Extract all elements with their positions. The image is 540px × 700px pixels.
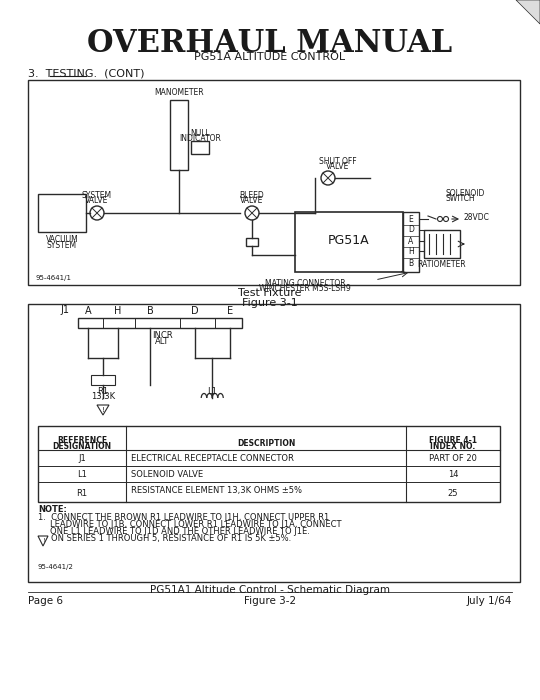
Circle shape (437, 216, 442, 221)
Text: SYSTEM: SYSTEM (47, 241, 77, 250)
Text: J1: J1 (60, 305, 70, 315)
Text: OVERHAUL MANUAL: OVERHAUL MANUAL (87, 28, 453, 59)
Text: WINCHESTER M5S-LSH9: WINCHESTER M5S-LSH9 (259, 284, 351, 293)
Text: MANOMETER: MANOMETER (154, 88, 204, 97)
Text: D: D (191, 306, 199, 316)
Text: H: H (114, 306, 122, 316)
Bar (28, 304, 520, 582)
Text: REFERENCE: REFERENCE (57, 436, 107, 445)
Text: 14: 14 (448, 470, 458, 479)
Text: 95-4641/1: 95-4641/1 (35, 275, 71, 281)
Text: !: ! (102, 407, 104, 413)
Text: H: H (408, 248, 414, 256)
Text: A: A (85, 306, 91, 316)
Circle shape (245, 206, 259, 220)
Text: Figure 3-2: Figure 3-2 (244, 596, 296, 606)
Text: 95-4641/2: 95-4641/2 (38, 564, 74, 570)
Text: J1: J1 (78, 454, 86, 463)
Bar (424, 230, 460, 258)
Text: SWITCH: SWITCH (445, 194, 475, 203)
Polygon shape (516, 0, 540, 24)
Text: VACUUM: VACUUM (45, 235, 78, 244)
Text: Test Fixture: Test Fixture (238, 288, 302, 298)
Text: FIGURE 4-1: FIGURE 4-1 (429, 436, 477, 445)
Text: R1: R1 (77, 489, 87, 498)
Text: !: ! (42, 538, 44, 543)
Circle shape (443, 216, 449, 221)
Text: VALVE: VALVE (240, 196, 264, 205)
Text: VALVE: VALVE (326, 162, 350, 171)
Text: LEADWIRE TO J1B, CONNECT LOWER R1 LEADWIRE TO J1A, CONNECT: LEADWIRE TO J1B, CONNECT LOWER R1 LEADWI… (50, 520, 341, 529)
Circle shape (90, 206, 104, 220)
Text: Page 6: Page 6 (28, 596, 63, 606)
Text: MATING CONNECTOR: MATING CONNECTOR (265, 279, 345, 288)
Bar (78, 318, 242, 328)
Text: PART OF 20: PART OF 20 (429, 454, 477, 463)
Text: PG51A: PG51A (328, 234, 370, 246)
Bar (191, 141, 209, 154)
Text: E: E (409, 214, 414, 223)
Text: INDICATOR: INDICATOR (179, 134, 221, 143)
Text: INCR: INCR (152, 331, 172, 340)
Text: L1: L1 (207, 387, 217, 396)
Text: 3.  TESTING.  (CONT): 3. TESTING. (CONT) (28, 68, 145, 78)
Text: D: D (408, 225, 414, 234)
Circle shape (321, 171, 335, 185)
Text: DESIGNATION: DESIGNATION (52, 442, 112, 451)
Text: NULL: NULL (190, 129, 210, 138)
Text: 25: 25 (448, 489, 458, 498)
Bar (28, 80, 520, 285)
Text: PG51A ALTITUDE CONTROL: PG51A ALTITUDE CONTROL (194, 52, 346, 62)
Text: Figure 3-1: Figure 3-1 (242, 298, 298, 308)
Text: SYSTEM: SYSTEM (82, 191, 112, 200)
Bar (91, 375, 115, 385)
Text: ON SERIES 1 THROUGH 5, RESISTANCE OF R1 IS 5K ±5%.: ON SERIES 1 THROUGH 5, RESISTANCE OF R1 … (51, 534, 291, 543)
Text: B: B (147, 306, 153, 316)
Text: A: A (408, 237, 414, 246)
Text: BLEED: BLEED (240, 191, 265, 200)
Bar (170, 100, 188, 170)
Bar (246, 238, 258, 246)
Text: INDEX NO.: INDEX NO. (430, 442, 476, 451)
Text: 1.  CONNECT THE BROWN R1 LEADWIRE TO J1H, CONNECT UPPER R1: 1. CONNECT THE BROWN R1 LEADWIRE TO J1H,… (38, 513, 329, 522)
Text: July 1/64: July 1/64 (467, 596, 512, 606)
Text: PG51A1 Altitude Control - Schematic Diagram: PG51A1 Altitude Control - Schematic Diag… (150, 585, 390, 595)
Text: ONE L1 LEADWIRE TO J1D AND THE OTHER LEADWIRE TO J1E.: ONE L1 LEADWIRE TO J1D AND THE OTHER LEA… (50, 527, 310, 536)
Text: NOTE:: NOTE: (38, 505, 67, 514)
Text: VALVE: VALVE (85, 196, 109, 205)
Text: SOLENOID VALVE: SOLENOID VALVE (131, 470, 203, 479)
Text: 28VDC: 28VDC (464, 214, 490, 223)
Bar (38, 426, 500, 502)
Bar (295, 212, 403, 272)
Text: RATIOMETER: RATIOMETER (417, 260, 467, 269)
Text: ELECTRICAL RECEPTACLE CONNECTOR: ELECTRICAL RECEPTACLE CONNECTOR (131, 454, 294, 463)
Text: RESISTANCE ELEMENT 13,3K OHMS ±5%: RESISTANCE ELEMENT 13,3K OHMS ±5% (131, 486, 302, 495)
Text: SOLENOID: SOLENOID (445, 189, 484, 198)
Bar (38, 194, 86, 232)
Text: E: E (227, 306, 233, 316)
Text: ALT: ALT (155, 337, 169, 346)
Text: B: B (408, 258, 414, 267)
Text: DESCRIPTION: DESCRIPTION (237, 439, 295, 448)
Text: 13,3K: 13,3K (91, 392, 115, 401)
Text: L1: L1 (77, 470, 87, 479)
Text: R1: R1 (97, 387, 109, 396)
Text: SHUT OFF: SHUT OFF (319, 157, 357, 166)
Bar (403, 212, 419, 272)
